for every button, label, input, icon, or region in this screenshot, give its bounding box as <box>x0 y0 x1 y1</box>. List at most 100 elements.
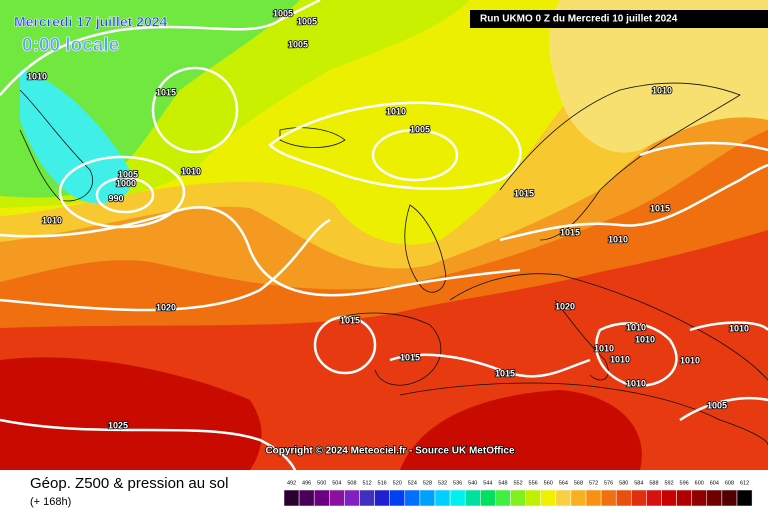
isobar <box>268 101 522 190</box>
scale-swatch <box>525 489 541 507</box>
scale-swatch <box>434 489 451 507</box>
isobar-label: 1010 <box>729 323 749 333</box>
scale-label: 576 <box>604 480 613 486</box>
isobar-label: 1005 <box>288 39 308 49</box>
isobar <box>679 396 768 422</box>
field-dark-red <box>0 357 262 470</box>
isobar <box>0 418 297 471</box>
scale-label: 500 <box>317 480 326 486</box>
isobar <box>499 163 768 242</box>
scale-swatch <box>464 489 481 507</box>
isobar-label: 990 <box>108 193 123 203</box>
isobar <box>313 315 377 375</box>
isobar-label: 1025 <box>108 420 128 430</box>
scale-label: 552 <box>513 480 522 486</box>
scale-swatch <box>706 489 723 507</box>
field-pale-yellow <box>548 0 768 153</box>
isobar-label: 1010 <box>386 106 406 116</box>
scale-swatch <box>585 489 602 507</box>
scale-swatch <box>495 489 511 507</box>
coastline <box>329 312 442 386</box>
isobar <box>0 0 321 96</box>
coastline <box>449 273 768 381</box>
scale-swatch <box>329 489 345 507</box>
isobar <box>151 66 239 154</box>
scale-swatch <box>570 489 587 507</box>
isobar-label: 1005 <box>297 16 317 26</box>
forecast-time: 0:00 locale <box>22 35 119 56</box>
scale-label: 524 <box>408 480 417 486</box>
scale-label: 560 <box>544 480 553 486</box>
isobar-label: 1010 <box>608 234 628 244</box>
scale-swatch <box>449 489 466 507</box>
isobar-labels: 1005100510051010101510101005101010051000… <box>26 8 750 432</box>
scale-swatch <box>313 489 330 507</box>
isobar-label: 1015 <box>560 227 580 237</box>
isobar-label: 1010 <box>652 85 672 95</box>
scale-label: 528 <box>423 480 432 486</box>
coastlines <box>19 82 768 446</box>
coastline <box>399 382 768 446</box>
scale-label: 584 <box>634 480 643 486</box>
run-banner <box>470 10 768 28</box>
scale-label: 608 <box>725 480 734 486</box>
scale-swatch <box>389 489 406 507</box>
scale-swatch <box>480 489 496 507</box>
scale-label: 548 <box>498 480 507 486</box>
geopotential-field <box>0 0 768 470</box>
scale-label: 600 <box>695 480 704 486</box>
scale-swatch <box>283 489 300 507</box>
scale-label: 612 <box>740 480 749 486</box>
scale-label: 588 <box>649 480 658 486</box>
isobar-label: 1010 <box>594 343 614 353</box>
scale-swatch <box>600 489 617 507</box>
scale-swatch <box>344 489 360 507</box>
color-scale: 492 496 500 504 508 512 516 520 524 528 532 536 540 5… <box>283 480 753 507</box>
isobar-label: 1015 <box>514 188 534 198</box>
isobar-label: 1005 <box>707 400 727 410</box>
scale-label: 536 <box>453 480 462 486</box>
scale-label: 564 <box>559 480 568 486</box>
scale-label: 508 <box>347 480 356 486</box>
isobar-label: 1010 <box>635 334 655 344</box>
coastline <box>404 204 447 293</box>
isobar <box>639 141 768 157</box>
scale-label: 572 <box>589 480 598 486</box>
isobar-label: 1015 <box>495 368 515 378</box>
isobar <box>0 218 331 312</box>
scale-label: 544 <box>483 480 492 486</box>
scale-swatch <box>661 489 677 507</box>
isobar-label: 1010 <box>626 378 646 388</box>
scale-swatch <box>540 489 557 507</box>
scale-label: 504 <box>332 480 341 486</box>
isobar-label: 1015 <box>340 315 360 325</box>
scale-swatch <box>615 489 632 507</box>
scale-swatch <box>359 489 375 507</box>
isobar <box>371 128 459 182</box>
isobar-label: 1015 <box>156 87 176 97</box>
isobar-label: 1015 <box>650 203 670 213</box>
field-dark-red <box>400 390 642 470</box>
isobar <box>0 206 521 297</box>
isobars <box>0 0 768 471</box>
isobar-label: 1010 <box>610 354 630 364</box>
scale-swatch <box>691 489 708 507</box>
isobar-label: 1005 <box>273 8 293 18</box>
scale-swatch <box>555 489 572 507</box>
scale-swatch <box>419 489 436 507</box>
scale-label: 512 <box>362 480 371 486</box>
isobar <box>595 322 678 388</box>
scale-label: 596 <box>680 480 689 486</box>
isobar <box>389 353 591 378</box>
scale-swatch <box>510 489 526 507</box>
legend-subtitle: (+ 168h) <box>30 496 71 508</box>
isobar-label: 1005 <box>118 169 138 179</box>
isobar-label: 1020 <box>555 301 575 311</box>
scale-label: 520 <box>393 480 402 486</box>
forecast-date: Mercredi 17 juillet 2024 <box>14 14 168 30</box>
scale-swatch <box>404 489 421 507</box>
isobar-label: 1010 <box>680 355 700 365</box>
scale-swatch <box>736 489 753 507</box>
scale-swatch <box>676 489 692 507</box>
